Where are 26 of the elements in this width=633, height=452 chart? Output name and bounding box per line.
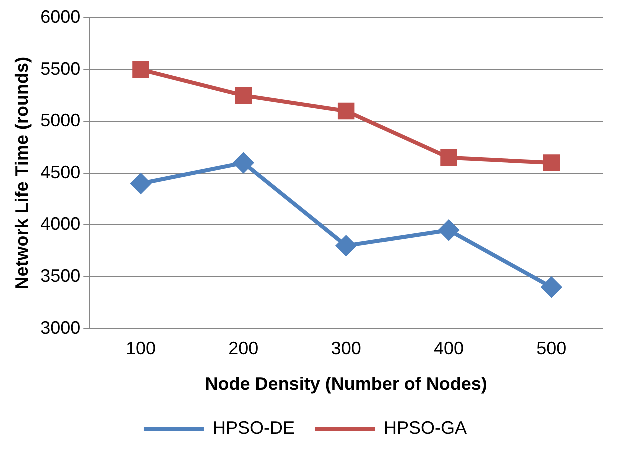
point [438,220,459,240]
point [338,102,355,120]
y-tick-label: 3000 [40,318,81,338]
point [132,61,150,78]
point [440,149,458,166]
y-tick-label: 6000 [40,6,81,27]
legend-label: HPSO-DE [212,418,296,438]
x-axis-title: Node Density (Number of Nodes) [205,374,488,394]
y-tick-label: 5000 [40,110,81,131]
y-tick-label: 5500 [40,58,81,79]
point [542,277,562,298]
point [336,236,356,256]
x-tick-label: 500 [536,338,567,359]
legend-label: HPSO-GA [384,418,468,438]
x-tick-label: 200 [228,338,259,359]
x-tick-label: 100 [126,338,156,359]
point [234,153,254,174]
y-axis-title: Network Life Time (rounds) [12,57,32,290]
y-tick-label: 3500 [40,266,81,286]
x-tick-label: 400 [434,338,464,359]
x-tick-label: 300 [331,338,362,359]
point [130,174,151,194]
point [235,87,252,104]
y-tick-label: 4500 [40,162,81,182]
y-tick-label: 4000 [40,214,81,234]
point [543,154,560,172]
